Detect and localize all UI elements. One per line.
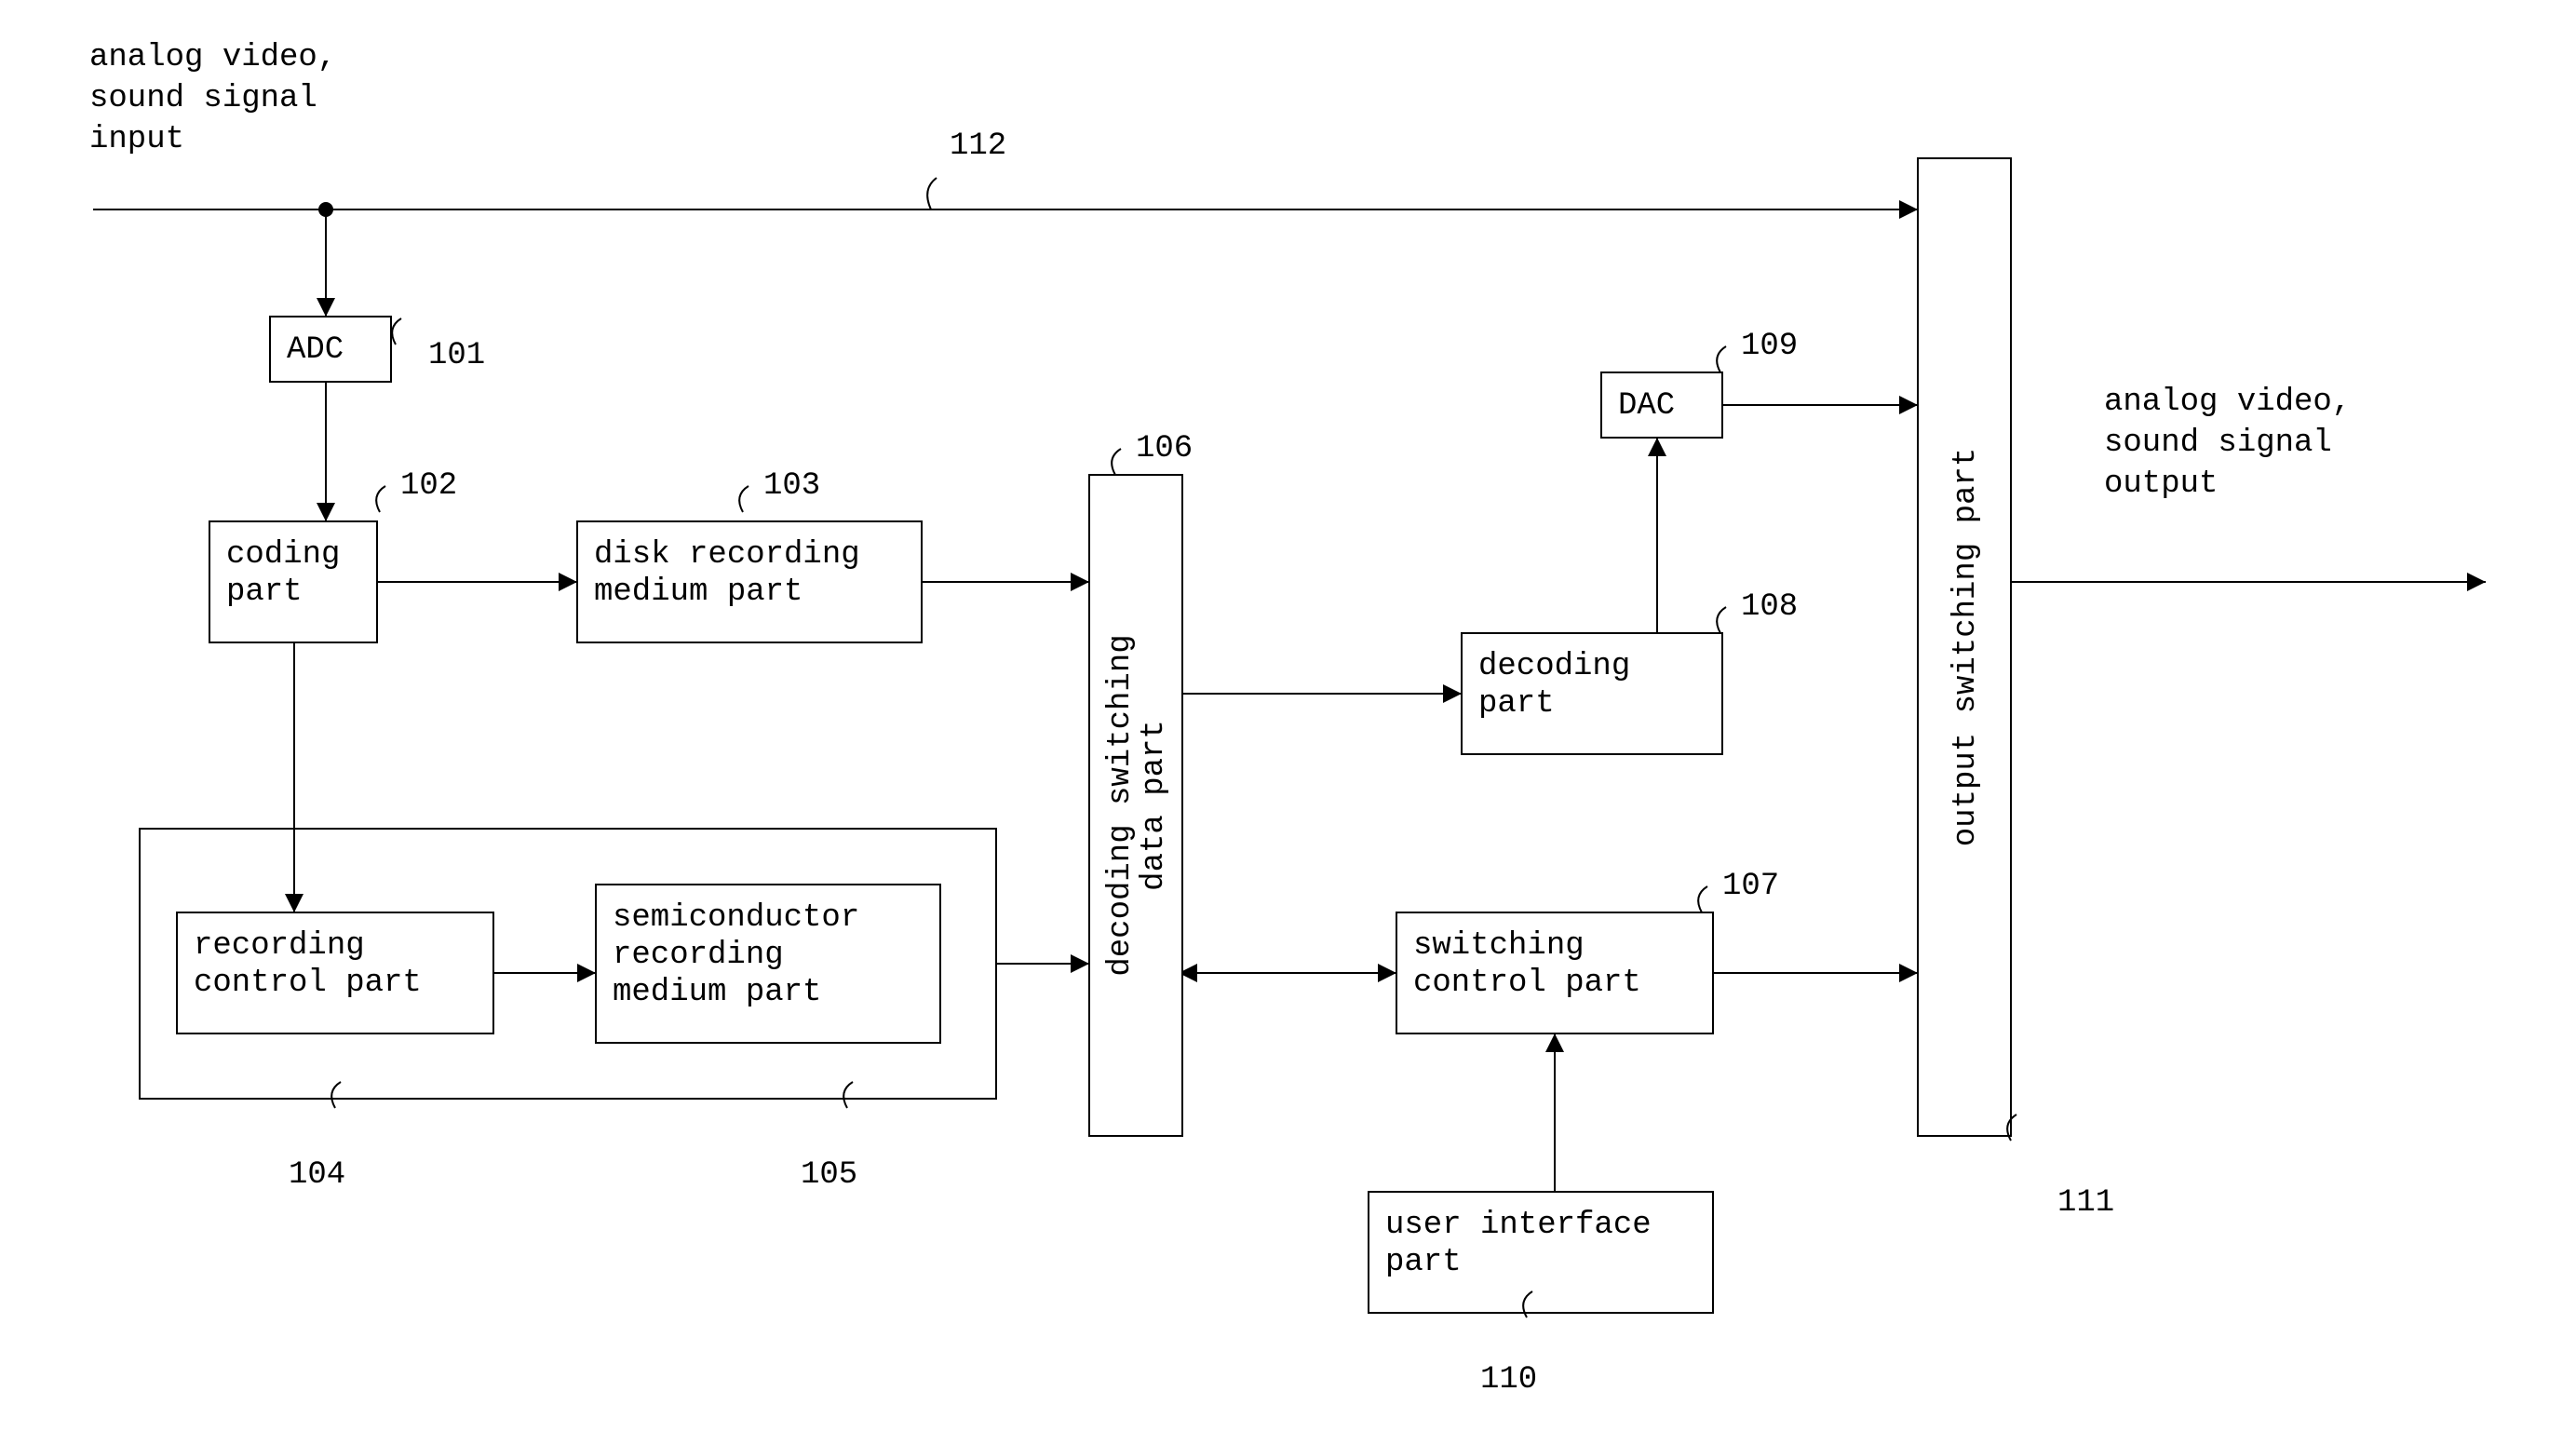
block-diagram: ADC101codingpart102disk recordingmedium … [0,0,2576,1432]
ref-hook-108 [1717,607,1726,633]
ref-107: 107 [1722,869,1779,904]
block-label-107: control part [1413,966,1641,1001]
ref-hook-103 [739,486,749,512]
output-label: output [2104,466,2218,502]
block-label-109: DAC [1618,388,1675,424]
output-label: sound signal [2104,426,2332,461]
ref-hook-101 [392,318,401,344]
ref-109: 109 [1741,329,1798,364]
input-label: sound signal [89,81,317,116]
output-label: analog video, [2104,385,2351,420]
input-label: analog video, [89,40,336,75]
block-label-103: medium part [594,574,802,610]
block-label-105: semiconductor [613,900,859,936]
ref-hook-106 [1112,449,1121,475]
block-label-108: decoding [1478,649,1630,684]
block-label-105: recording [613,938,784,973]
ref-hook-112 [927,178,937,209]
input-label: input [89,122,184,157]
block-label-108: part [1478,686,1555,722]
block-label-103: disk recording [594,537,860,573]
block-label-104: control part [194,966,422,1001]
ref-110: 110 [1480,1362,1537,1398]
svg-text:data part: data part [1137,720,1172,891]
ref-105: 105 [801,1157,857,1193]
ref-111: 111 [2057,1185,2114,1221]
block-label-102: part [226,574,303,610]
ref-hook-102 [376,486,385,512]
block-label-111: output switching part [1949,448,1984,846]
ref-106: 106 [1136,431,1193,466]
ref-102: 102 [400,468,457,504]
svg-text:decoding switching: decoding switching [1103,634,1139,976]
ref-hook-109 [1717,346,1726,372]
ref-101: 101 [428,338,485,373]
ref-hook-107 [1698,886,1707,912]
ref-108: 108 [1741,589,1798,625]
block-label-104: recording [194,928,365,964]
block-label-110: part [1385,1245,1462,1280]
block-label-101: ADC [287,332,344,368]
ref-112: 112 [950,128,1006,164]
ref-103: 103 [763,468,820,504]
ref-104: 104 [289,1157,345,1193]
junction-dot [318,202,333,217]
block-label-102: coding [226,537,340,573]
block-label-107: switching [1413,928,1585,964]
block-label-105: medium part [613,975,821,1010]
block-label-110: user interface [1385,1208,1652,1243]
svg-text:output switching part: output switching part [1949,448,1984,846]
